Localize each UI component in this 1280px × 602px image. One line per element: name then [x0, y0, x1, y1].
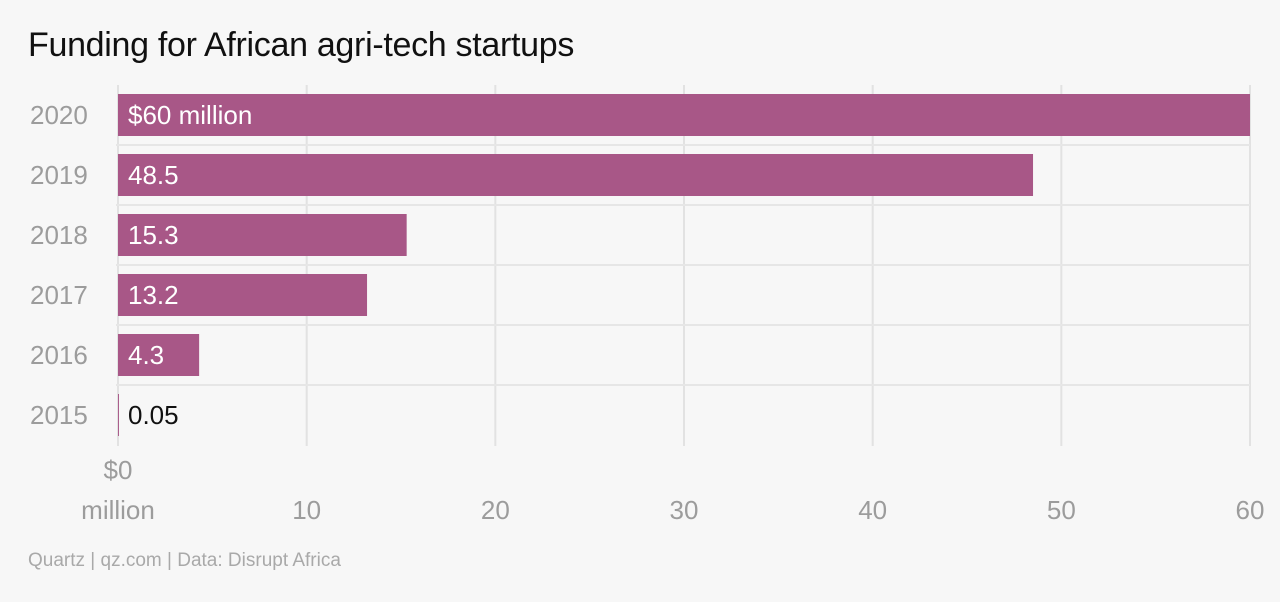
grid-layer [116, 85, 1251, 446]
bar [118, 94, 1250, 136]
category-label: 2017 [30, 280, 88, 310]
data-label: $60 million [128, 100, 252, 130]
category-label: 2019 [30, 160, 88, 190]
x-tick-label: 10 [292, 495, 321, 525]
data-label: 4.3 [128, 340, 164, 370]
source-note: Quartz | qz.com | Data: Disrupt Africa [28, 550, 341, 571]
bar [118, 214, 407, 256]
x-tick-label: 30 [670, 495, 699, 525]
bars-layer [118, 94, 1250, 436]
data-label: 15.3 [128, 220, 179, 250]
bar [118, 154, 1034, 196]
chart-title: Funding for African agri-tech startups [28, 26, 575, 64]
bar [118, 274, 368, 316]
data-label: 48.5 [128, 160, 179, 190]
data-label: 0.05 [128, 400, 179, 430]
x-tick-label: 50 [1047, 495, 1076, 525]
bar [118, 394, 119, 436]
category-label: 2016 [30, 340, 88, 370]
x-axis: $0 million 10 20 30 40 50 60 [81, 455, 1264, 525]
x-tick-label: 20 [481, 495, 510, 525]
category-label: 2020 [30, 100, 88, 130]
x-tick-label: $0 million [81, 455, 155, 525]
labels-layer: 2020 $60 million 2019 48.5 2018 15.3 2017 13.2 2… [30, 100, 252, 430]
x-tick-label: 40 [858, 495, 887, 525]
data-label: 13.2 [128, 280, 179, 310]
bar [118, 334, 200, 376]
x-tick-label: 60 [1236, 495, 1265, 525]
category-label: 2018 [30, 220, 88, 250]
category-label: 2015 [30, 400, 88, 430]
